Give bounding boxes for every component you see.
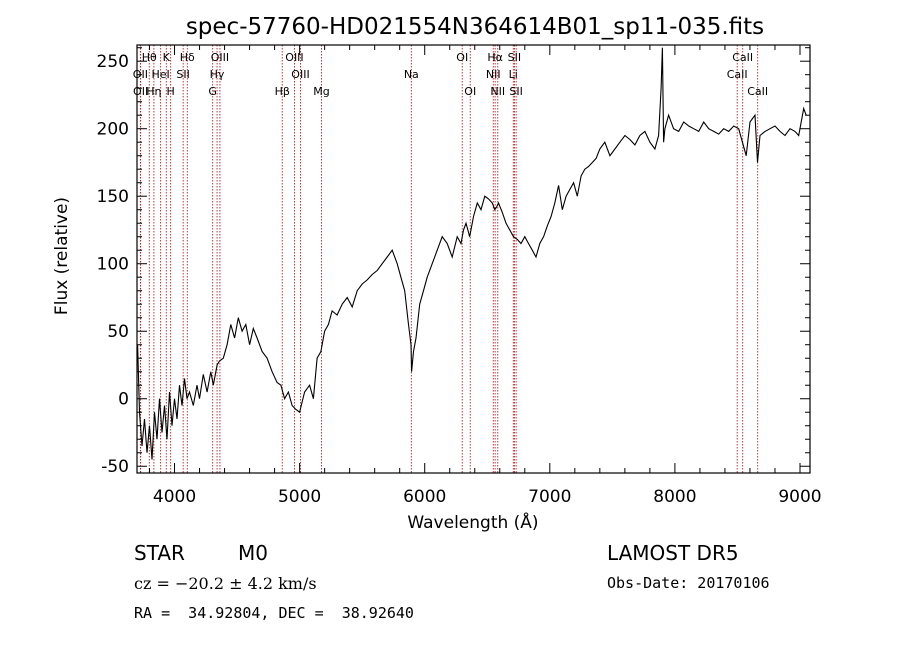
spectral-line-label: SII — [509, 85, 522, 98]
survey-name: LAMOST DR5 — [607, 541, 739, 565]
y-tick-label: 200 — [97, 120, 129, 140]
y-tick-label: 250 — [97, 52, 129, 72]
spectral-line-label: NII — [486, 68, 501, 81]
x-axis-ticks: 4000 5000 6000 7000 8000 9000 — [149, 45, 822, 507]
spectral-line-label: Hη — [146, 85, 161, 98]
x-axis-label: Wavelength (Å) — [407, 511, 538, 533]
spectrum-line — [137, 47, 807, 460]
spectral-line-label: H — [167, 85, 175, 98]
spectral-line-label: Mg — [313, 85, 329, 98]
redshift-cz: cz = −20.2 ± 4.2 km/s — [134, 574, 317, 593]
object-subclass: M0 — [238, 541, 268, 565]
chart-title: spec-57760-HD021554N364614B01_sp11-035.f… — [186, 14, 764, 40]
spectral-line-label: NII — [490, 85, 505, 98]
x-tick-label: 8000 — [653, 487, 696, 507]
spectral-line-label: Hδ — [180, 51, 195, 64]
spectral-line-label: OIII — [285, 51, 303, 64]
y-tick-label: 150 — [97, 187, 129, 207]
x-tick-label: 5000 — [278, 487, 321, 507]
spectral-line-label: OI — [464, 85, 476, 98]
coordinates: RA = 34.92804, DEC = 38.92640 — [134, 604, 414, 622]
x-tick-label: 6000 — [403, 487, 446, 507]
spectral-line-label: OIII — [211, 51, 229, 64]
spectral-line-label: OIII — [291, 68, 309, 81]
x-tick-label: 4000 — [153, 487, 196, 507]
spectral-line-label: Na — [404, 68, 419, 81]
spectral-line-label: Hγ — [210, 68, 225, 81]
spectral-line-label: CaII — [727, 68, 748, 81]
spectral-line-label: OI — [456, 51, 468, 64]
plot-frame — [136, 44, 811, 474]
observation-date: Obs-Date: 20170106 — [607, 574, 770, 592]
spectral-line-label: Hθ — [142, 51, 157, 64]
y-tick-label: 50 — [107, 322, 129, 342]
spectral-line-label: SII — [176, 68, 189, 81]
spectral-line-label: HeI — [151, 68, 169, 81]
spectral-line-label: Li — [509, 68, 518, 81]
x-tick-label: 7000 — [528, 487, 571, 507]
y-tick-label: 100 — [97, 255, 129, 275]
spectral-line-label: CaII — [747, 85, 768, 98]
spectral-line-label: K — [163, 51, 171, 64]
y-tick-label: -50 — [101, 457, 129, 477]
object-class: STAR — [134, 541, 185, 565]
spectral-line-label: Hβ — [275, 85, 290, 98]
y-tick-label: 0 — [118, 390, 129, 410]
x-tick-label: 9000 — [778, 487, 821, 507]
spectral-line-label: CaII — [732, 51, 753, 64]
spectral-line-label: SII — [508, 51, 521, 64]
spectral-line-label: G — [208, 85, 217, 98]
y-axis-label: Flux (relative) — [52, 197, 72, 315]
y-axis-ticks: -50 0 50 100 150 200 250 — [97, 47, 810, 477]
spectral-line-label: Hα — [487, 51, 503, 64]
spectral-line-markers — [139, 45, 759, 473]
